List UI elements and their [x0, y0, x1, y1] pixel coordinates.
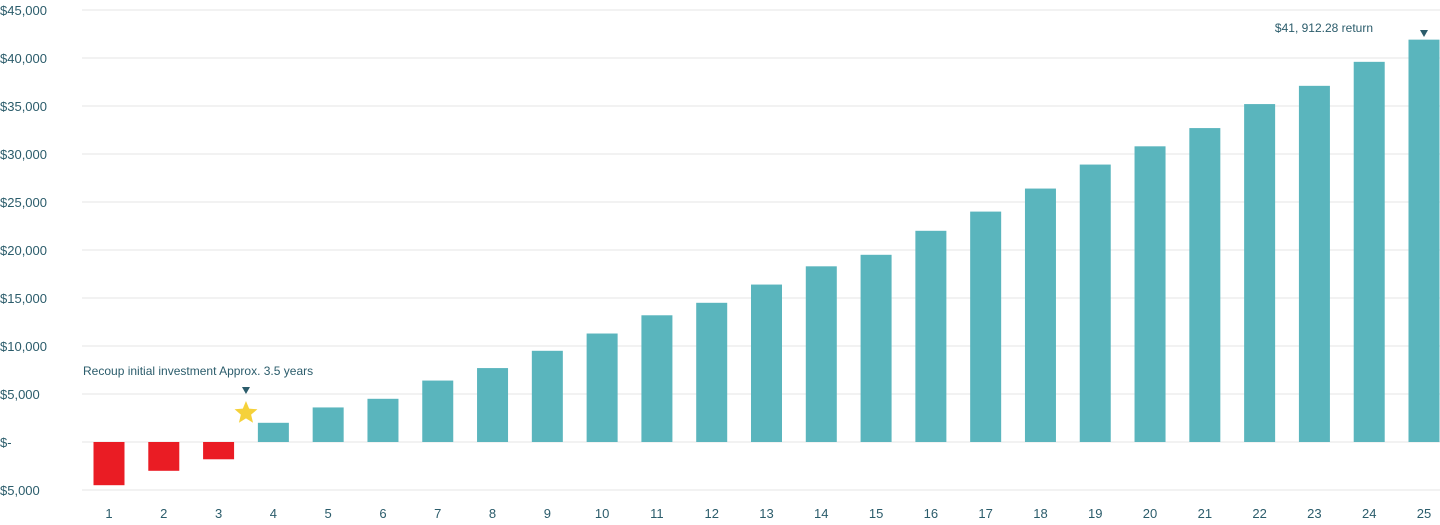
x-tick-label: 18	[1033, 506, 1047, 521]
bar	[970, 211, 1002, 442]
y-tick-label: $5,000	[0, 483, 40, 498]
y-tick-label: $15,000	[0, 291, 47, 306]
y-tick-label: $10,000	[0, 339, 47, 354]
x-tick-label: 25	[1417, 506, 1431, 521]
bar	[915, 230, 947, 442]
x-tick-label: 8	[489, 506, 496, 521]
x-tick-label: 21	[1198, 506, 1212, 521]
y-tick-label: $40,000	[0, 51, 47, 66]
bar	[531, 350, 563, 442]
x-tick-label: 7	[434, 506, 441, 521]
x-tick-label: 10	[595, 506, 609, 521]
x-tick-label: 16	[924, 506, 938, 521]
bar	[257, 422, 289, 442]
bar	[860, 254, 892, 442]
return-annotation-label: $41, 912.28 return	[1275, 21, 1373, 35]
bar	[1244, 104, 1276, 442]
bar	[586, 333, 618, 442]
x-tick-label: 13	[759, 506, 773, 521]
triangle-marker-icon	[241, 387, 250, 394]
bar	[312, 407, 344, 442]
bar	[641, 315, 673, 442]
bar	[1134, 146, 1166, 442]
bar-negative	[203, 442, 235, 460]
y-tick-label: $-	[0, 435, 12, 450]
x-tick-label: 22	[1252, 506, 1266, 521]
y-tick-label: $20,000	[0, 243, 47, 258]
bar	[477, 368, 509, 442]
x-tick-label: 1	[105, 506, 112, 521]
x-tick-label: 12	[704, 506, 718, 521]
bar	[1189, 128, 1221, 442]
x-tick-label: 6	[379, 506, 386, 521]
x-tick-label: 24	[1362, 506, 1376, 521]
bar	[1408, 39, 1440, 442]
x-tick-label: 14	[814, 506, 828, 521]
bar	[1079, 164, 1111, 442]
y-tick-label: $45,000	[0, 3, 47, 18]
x-tick-label: 17	[978, 506, 992, 521]
triangle-marker-icon	[1420, 30, 1428, 37]
bar	[422, 380, 454, 442]
bars	[93, 39, 1440, 486]
bar	[1024, 188, 1056, 442]
x-tick-label: 3	[215, 506, 222, 521]
x-axis-ticks: 1 2 3 4 5 6 7 8 9 10 11 12 13 14 15 16 17 18 19 20 21 22 23 24 2…	[105, 506, 1431, 521]
y-tick-label: $5,000	[0, 387, 40, 402]
recoup-annotation-label: Recoup initial investment Approx. 3.5 ye…	[83, 364, 313, 378]
x-tick-label: 23	[1307, 506, 1321, 521]
x-tick-label: 4	[270, 506, 277, 521]
x-tick-label: 2	[160, 506, 167, 521]
x-tick-label: 11	[650, 506, 664, 521]
bar-negative	[93, 442, 125, 486]
y-tick-label: $25,000	[0, 195, 47, 210]
bar	[367, 398, 399, 442]
bar-negative	[148, 442, 180, 471]
x-tick-label: 15	[869, 506, 883, 521]
star-icon	[234, 401, 258, 423]
bar	[751, 284, 782, 442]
bar	[805, 266, 837, 442]
annotations: Recoup initial investment Approx. 3.5 ye…	[83, 21, 1428, 423]
bar	[696, 302, 728, 442]
y-tick-label: $30,000	[0, 147, 47, 162]
x-tick-label: 9	[544, 506, 551, 521]
bar	[1353, 61, 1385, 443]
y-axis-ticks: $5,000 $- $5,000 $10,000 $15,000 $20,000 $25,0…	[0, 3, 47, 498]
y-tick-label: $35,000	[0, 99, 47, 114]
x-tick-label: 19	[1088, 506, 1102, 521]
x-tick-label: 5	[325, 506, 332, 521]
x-tick-label: 20	[1143, 506, 1157, 521]
bar	[1298, 85, 1330, 442]
